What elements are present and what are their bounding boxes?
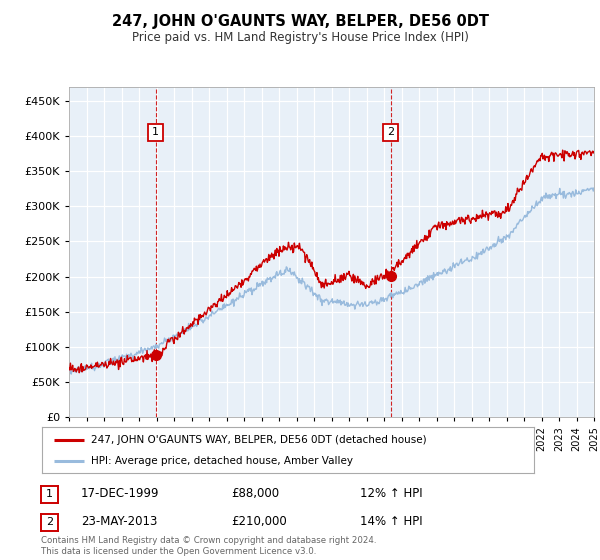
Text: 1: 1 xyxy=(152,128,160,138)
Text: 23-MAY-2013: 23-MAY-2013 xyxy=(81,515,157,529)
Text: 2: 2 xyxy=(46,517,53,528)
Text: £88,000: £88,000 xyxy=(231,487,279,501)
Text: 17-DEC-1999: 17-DEC-1999 xyxy=(81,487,160,501)
Text: HPI: Average price, detached house, Amber Valley: HPI: Average price, detached house, Ambe… xyxy=(91,456,353,466)
Text: 12% ↑ HPI: 12% ↑ HPI xyxy=(360,487,422,501)
Text: Contains HM Land Registry data © Crown copyright and database right 2024.
This d: Contains HM Land Registry data © Crown c… xyxy=(41,536,376,556)
Text: 14% ↑ HPI: 14% ↑ HPI xyxy=(360,515,422,529)
Text: 247, JOHN O'GAUNTS WAY, BELPER, DE56 0DT (detached house): 247, JOHN O'GAUNTS WAY, BELPER, DE56 0DT… xyxy=(91,435,427,445)
Text: 1: 1 xyxy=(46,489,53,500)
Text: Price paid vs. HM Land Registry's House Price Index (HPI): Price paid vs. HM Land Registry's House … xyxy=(131,31,469,44)
Text: 247, JOHN O'GAUNTS WAY, BELPER, DE56 0DT: 247, JOHN O'GAUNTS WAY, BELPER, DE56 0DT xyxy=(112,14,488,29)
Text: 2: 2 xyxy=(387,128,394,138)
Text: £210,000: £210,000 xyxy=(231,515,287,529)
